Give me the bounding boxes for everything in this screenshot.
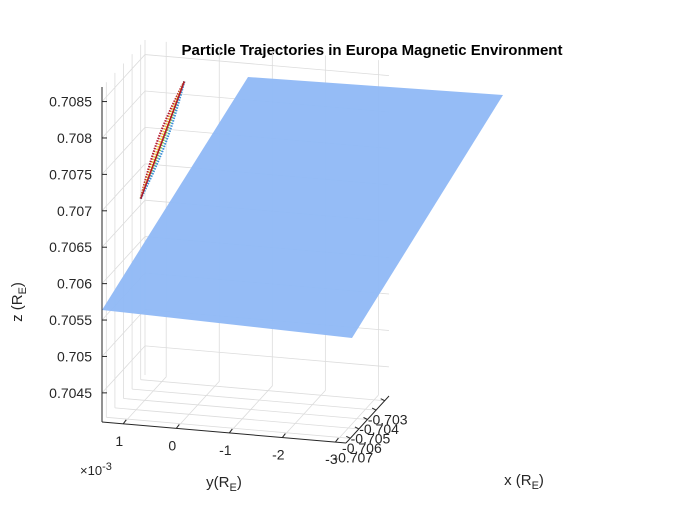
chart-title: Particle Trajectories in Europa Magnetic… [182,42,563,59]
grid [101,40,390,443]
x-tick [380,398,385,402]
y-floor-gridline [122,376,167,425]
x-tick-label: -0.705 [351,431,391,447]
y-axis-multiplier: ×10-3 [80,461,112,478]
y-tick [281,433,286,438]
x-tick-label: -0.707 [333,449,373,465]
y-floor-gridline [229,385,273,434]
trajectory-line [139,81,186,199]
y-tick [228,428,233,434]
z-tick-label: 0.705 [57,348,92,364]
trajectory-core [139,81,186,200]
y-tick-label: -3 [325,451,338,467]
y-floor-gridline [282,390,326,438]
x-floor-gridline [123,398,368,420]
y-tick [122,419,127,425]
z-tick-label: 0.7075 [49,166,92,182]
z-tick-label: 0.7045 [49,385,92,401]
y-tick-label: -2 [272,447,285,463]
z-tick-label: 0.7065 [49,239,92,255]
y-tick-label: 0 [168,437,176,453]
plane [102,77,503,338]
z-tick-label: 0.7085 [49,94,92,110]
y-floor-gridline [335,394,379,443]
y-axis-line [101,421,347,444]
magnetic-plane [102,77,503,338]
trajectory-line [139,81,186,200]
x-tick-label: -0.704 [359,421,399,437]
y-floor-gridline [175,381,220,429]
x-floor-gridline [140,379,385,402]
axes [101,87,390,444]
tick-labels: 0.7045 0.705 0.7055 0.706 0.7065 0.707 0.7075 0… [49,94,408,468]
trajectory-line [139,81,186,200]
x-tick [346,435,351,439]
trajectory-bundle [139,81,186,200]
trajectory-line [139,81,186,200]
y-tick-label: 1 [115,433,123,449]
y-tick [175,424,180,429]
z-tick-label: 0.707 [57,203,92,219]
z-tick-label: 0.708 [57,130,92,146]
x-tick-label: -0.703 [368,412,408,428]
x-tick [363,417,368,420]
y-axis-label: y(RE) [206,474,242,494]
z-tick-label: 0.706 [57,276,92,292]
x-axis-label: x (RE) [504,472,544,492]
x-floor-gridline [132,388,377,411]
y-tick [334,437,339,443]
z-axis-label: z (RE) [9,282,29,322]
x-tick [371,407,377,411]
x-floor-gridline [106,416,351,439]
x-tick [354,426,360,430]
y-tick-label: -1 [219,442,232,458]
z-tick-label: 0.7055 [49,312,92,328]
x-tick-label: -0.706 [342,440,382,456]
x-floor-gridline [114,407,359,430]
